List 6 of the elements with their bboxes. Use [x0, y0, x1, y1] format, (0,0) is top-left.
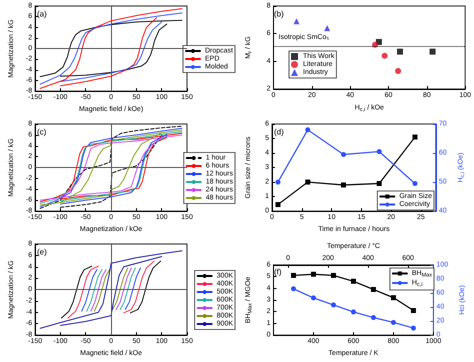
- annotation: (a): [37, 10, 48, 18]
- annotation: (b): [274, 10, 284, 18]
- annotation: (e): [37, 248, 48, 256]
- annotation: (d): [274, 128, 284, 136]
- annotation: (f): [274, 268, 282, 276]
- annotation: (c): [37, 128, 47, 136]
